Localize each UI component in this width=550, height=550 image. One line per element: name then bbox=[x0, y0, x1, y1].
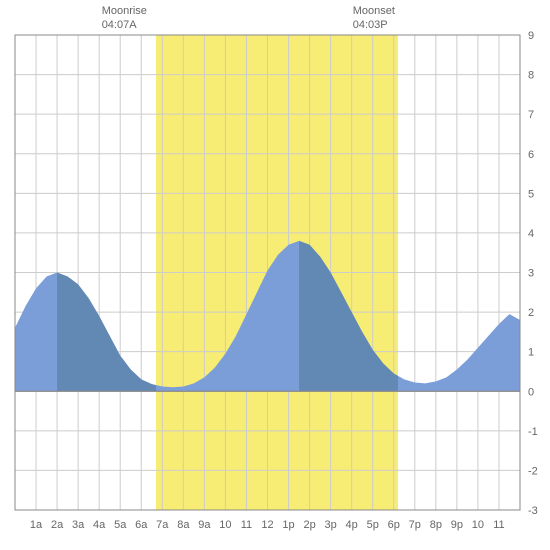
x-tick-label: 5a bbox=[114, 519, 127, 531]
y-tick-label: 8 bbox=[528, 70, 534, 82]
x-tick-label: 9a bbox=[198, 519, 211, 531]
y-tick-label: 6 bbox=[528, 149, 534, 161]
x-tick-label: 3a bbox=[72, 519, 85, 531]
x-tick-label: 3p bbox=[325, 519, 337, 531]
chart-svg: -3-2-101234567891a2a3a4a5a6a7a8a9a101112… bbox=[0, 0, 550, 550]
y-tick-label: 7 bbox=[528, 109, 534, 121]
x-tick-label: 2a bbox=[51, 519, 64, 531]
annotation-value-0: 04:07A bbox=[102, 19, 138, 31]
y-tick-label: 4 bbox=[528, 228, 534, 240]
y-tick-label: 2 bbox=[528, 307, 534, 319]
annotation-label-0: Moonrise bbox=[102, 5, 147, 17]
x-tick-label: 7p bbox=[409, 519, 421, 531]
x-tick-label: 11 bbox=[241, 519, 252, 531]
y-tick-label: -1 bbox=[528, 426, 538, 438]
x-tick-label: 8a bbox=[177, 519, 190, 531]
x-tick-label: 4p bbox=[346, 519, 358, 531]
y-tick-label: -2 bbox=[528, 465, 538, 477]
x-tick-label: 7a bbox=[156, 519, 169, 531]
x-tick-label: 11 bbox=[493, 519, 504, 531]
y-tick-label: 1 bbox=[528, 347, 534, 359]
x-tick-label: 10 bbox=[472, 519, 484, 531]
x-tick-label: 1a bbox=[30, 519, 43, 531]
x-tick-label: 2p bbox=[303, 519, 315, 531]
x-tick-label: 10 bbox=[219, 519, 231, 531]
y-tick-label: 9 bbox=[528, 30, 534, 42]
annotation-value-1: 04:03P bbox=[353, 19, 388, 31]
x-tick-label: 4a bbox=[93, 519, 106, 531]
x-tick-label: 8p bbox=[430, 519, 442, 531]
y-tick-label: -3 bbox=[528, 505, 538, 517]
x-tick-label: 9p bbox=[451, 519, 463, 531]
x-tick-label: 1p bbox=[282, 519, 294, 531]
tide-chart: -3-2-101234567891a2a3a4a5a6a7a8a9a101112… bbox=[0, 0, 550, 550]
x-tick-label: 6a bbox=[135, 519, 148, 531]
y-tick-label: 5 bbox=[528, 188, 534, 200]
annotation-label-1: Moonset bbox=[353, 5, 395, 17]
x-tick-label: 5p bbox=[367, 519, 379, 531]
x-tick-label: 6p bbox=[388, 519, 400, 531]
y-tick-label: 3 bbox=[528, 268, 534, 280]
x-tick-label: 12 bbox=[261, 519, 273, 531]
y-tick-label: 0 bbox=[528, 386, 534, 398]
